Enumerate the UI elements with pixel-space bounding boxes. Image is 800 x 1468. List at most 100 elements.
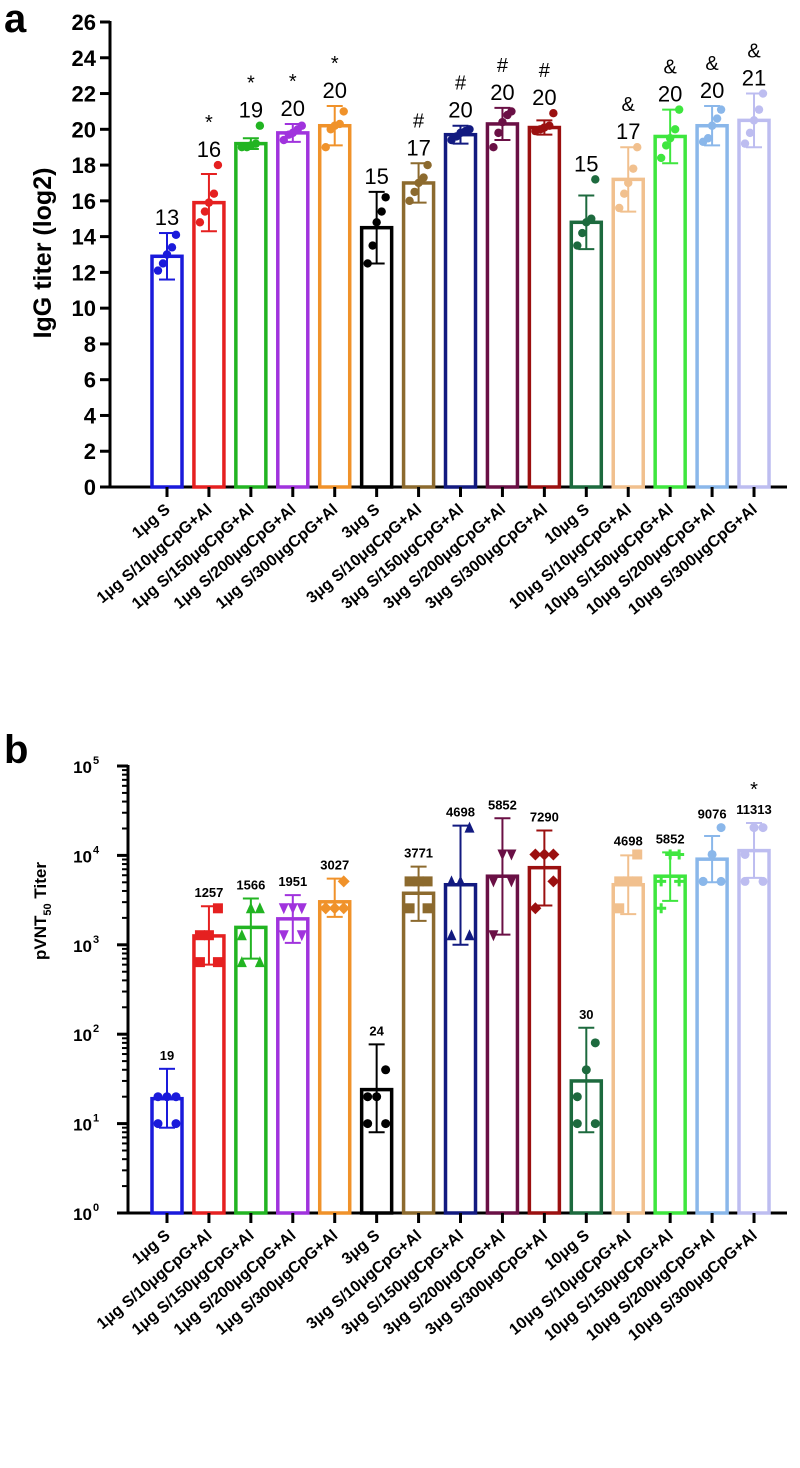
panel-a-data-point: [405, 196, 414, 206]
panel-b-data-point: [572, 1119, 582, 1129]
panel-a-data-point: [674, 105, 684, 114]
panel-b-data-point: [590, 1038, 600, 1048]
panel-b-data-point: [581, 1065, 591, 1075]
panel-b-significance-marker: *: [750, 779, 758, 801]
panel-a-data-point: [410, 187, 419, 197]
panel-b-bar-group: 24: [359, 1023, 394, 1215]
panel-a-y-tick-label: 22: [72, 82, 96, 107]
panel-b-data-point: [296, 903, 307, 915]
panel-a-y-tick-label: 8: [84, 332, 96, 357]
panel-a-data-point: [167, 243, 177, 252]
panel-b-data-point: [740, 849, 750, 859]
panel-b-data-label: 19: [160, 1048, 174, 1063]
panel-a-data-point: [372, 218, 381, 227]
panel-a-data-point: [620, 189, 629, 198]
panel-b-y-tick-exponent: 2: [93, 1023, 99, 1035]
panel-a-data-point: [633, 142, 642, 152]
panel-a-bar: [611, 177, 645, 489]
panel-b-data-point: [296, 930, 307, 942]
panel-b-data-point: [632, 876, 643, 887]
panel-a-significance-marker: #: [497, 55, 509, 77]
panel-a-bar: [695, 123, 729, 489]
panel-a-data-point: [591, 175, 600, 184]
panel-b-y-axis-label-subscript: 50: [42, 903, 54, 915]
panel-a-significance-marker: *: [331, 53, 339, 75]
panel-a-data-point: [414, 178, 423, 188]
panel-a-data-point: [670, 125, 680, 134]
panel-b-bar-group: 5852: [653, 831, 687, 1215]
panel-a-data-point: [707, 121, 717, 130]
panel-b-bars: 19 1257 1566 1951 3027 24 3771 4698 5852 7290 30 46…: [150, 779, 772, 1215]
panel-b-data-label: 4698: [614, 833, 643, 848]
panel-a-bar: [150, 254, 184, 489]
panel-b-bar: [401, 891, 436, 1215]
panel-b-data-label: 1257: [194, 885, 223, 900]
panel-a-significance-marker: #: [539, 60, 551, 82]
panel-a-data-point: [624, 178, 633, 188]
panel-a-igg-chart: a IgG titer (log2) 024681012141618202224…: [4, 0, 787, 618]
panel-b-data-point: [254, 956, 265, 968]
panel-a-data-label: 20: [490, 80, 514, 105]
panel-a-data-point: [200, 207, 210, 216]
panel-a-y-axis-label: IgG titer (log2): [29, 168, 57, 339]
panel-a-y-tick-label: 0: [84, 475, 96, 500]
panel-b-data-label: 9076: [698, 807, 727, 822]
panel-b-data-point: [716, 823, 726, 833]
panel-b-data-point: [506, 849, 517, 861]
panel-a-data-point: [335, 119, 344, 129]
panel-a-data-label: 17: [616, 119, 640, 144]
panel-a-bar-group: 20 *: [276, 71, 310, 489]
panel-b-data-point: [153, 1119, 163, 1129]
panel-b-bar: [653, 874, 687, 1215]
panel-a-bar: [401, 181, 436, 489]
panel-a-data-point: [661, 141, 671, 150]
panel-a-y-tick-label: 14: [72, 225, 97, 250]
panel-b-data-point: [194, 957, 205, 968]
panel-b-bar-group: 11313*: [736, 779, 772, 1215]
panel-a-bar-group: 16 *: [192, 112, 226, 489]
panel-a-data-point: [712, 114, 722, 123]
panel-b-data-point: [278, 903, 289, 915]
panel-a-data-point: [545, 121, 554, 130]
panel-a-y-tick-label: 10: [72, 296, 96, 321]
panel-a-data-point: [573, 241, 582, 250]
panel-b-letter: b: [4, 728, 28, 772]
panel-a-significance-marker: *: [247, 73, 255, 95]
panel-b-data-label: 1566: [236, 877, 265, 892]
panel-b-bar-group: 1257: [192, 885, 226, 1215]
panel-a-data-point: [204, 198, 214, 207]
panel-a-data-point: [494, 128, 503, 138]
panel-a-data-point: [754, 105, 764, 114]
panel-b-bar-group: 4698: [443, 805, 478, 1215]
panel-a-data-point: [255, 121, 265, 130]
panel-b-y-tick-label: 10: [73, 758, 92, 777]
panel-b-data-point: [758, 876, 768, 886]
panel-a-data-label: 20: [322, 78, 346, 103]
panel-b-data-point: [497, 849, 508, 861]
panel-b-bar-group: 19: [150, 1048, 184, 1215]
panel-b-data-point: [623, 876, 634, 887]
panel-a-bar-group: 17 #: [401, 110, 436, 489]
panel-b-data-label: 3771: [404, 846, 433, 861]
panel-b-data-point: [328, 902, 341, 915]
panel-a-y-tick-label: 20: [72, 117, 96, 142]
panel-a-bar-group: 20 #: [485, 55, 520, 489]
panel-b-data-label: 1951: [278, 874, 307, 889]
panel-b-data-point: [716, 876, 726, 886]
panel-b-bar: [695, 857, 729, 1215]
panel-a-bar-group: 20 *: [317, 53, 352, 489]
panel-b-data-point: [698, 876, 708, 886]
panel-b-data-label: 30: [579, 1007, 593, 1022]
panel-a-data-label: 15: [574, 151, 598, 176]
panel-b-y-tick-label: 10: [73, 1116, 92, 1135]
panel-a-bar-group: 20 #: [443, 73, 478, 489]
panel-a-data-label: 20: [448, 98, 472, 123]
panel-b-bar-group: 1566: [234, 877, 268, 1215]
panel-b-data-point: [153, 1092, 163, 1102]
panel-a-data-point: [171, 230, 181, 240]
panel-a-data-point: [279, 135, 288, 145]
panel-a-bar: [276, 131, 310, 489]
panel-a-data-label: 15: [364, 164, 388, 189]
panel-b-data-point: [254, 902, 265, 914]
panel-a-significance-marker: *: [289, 71, 297, 93]
